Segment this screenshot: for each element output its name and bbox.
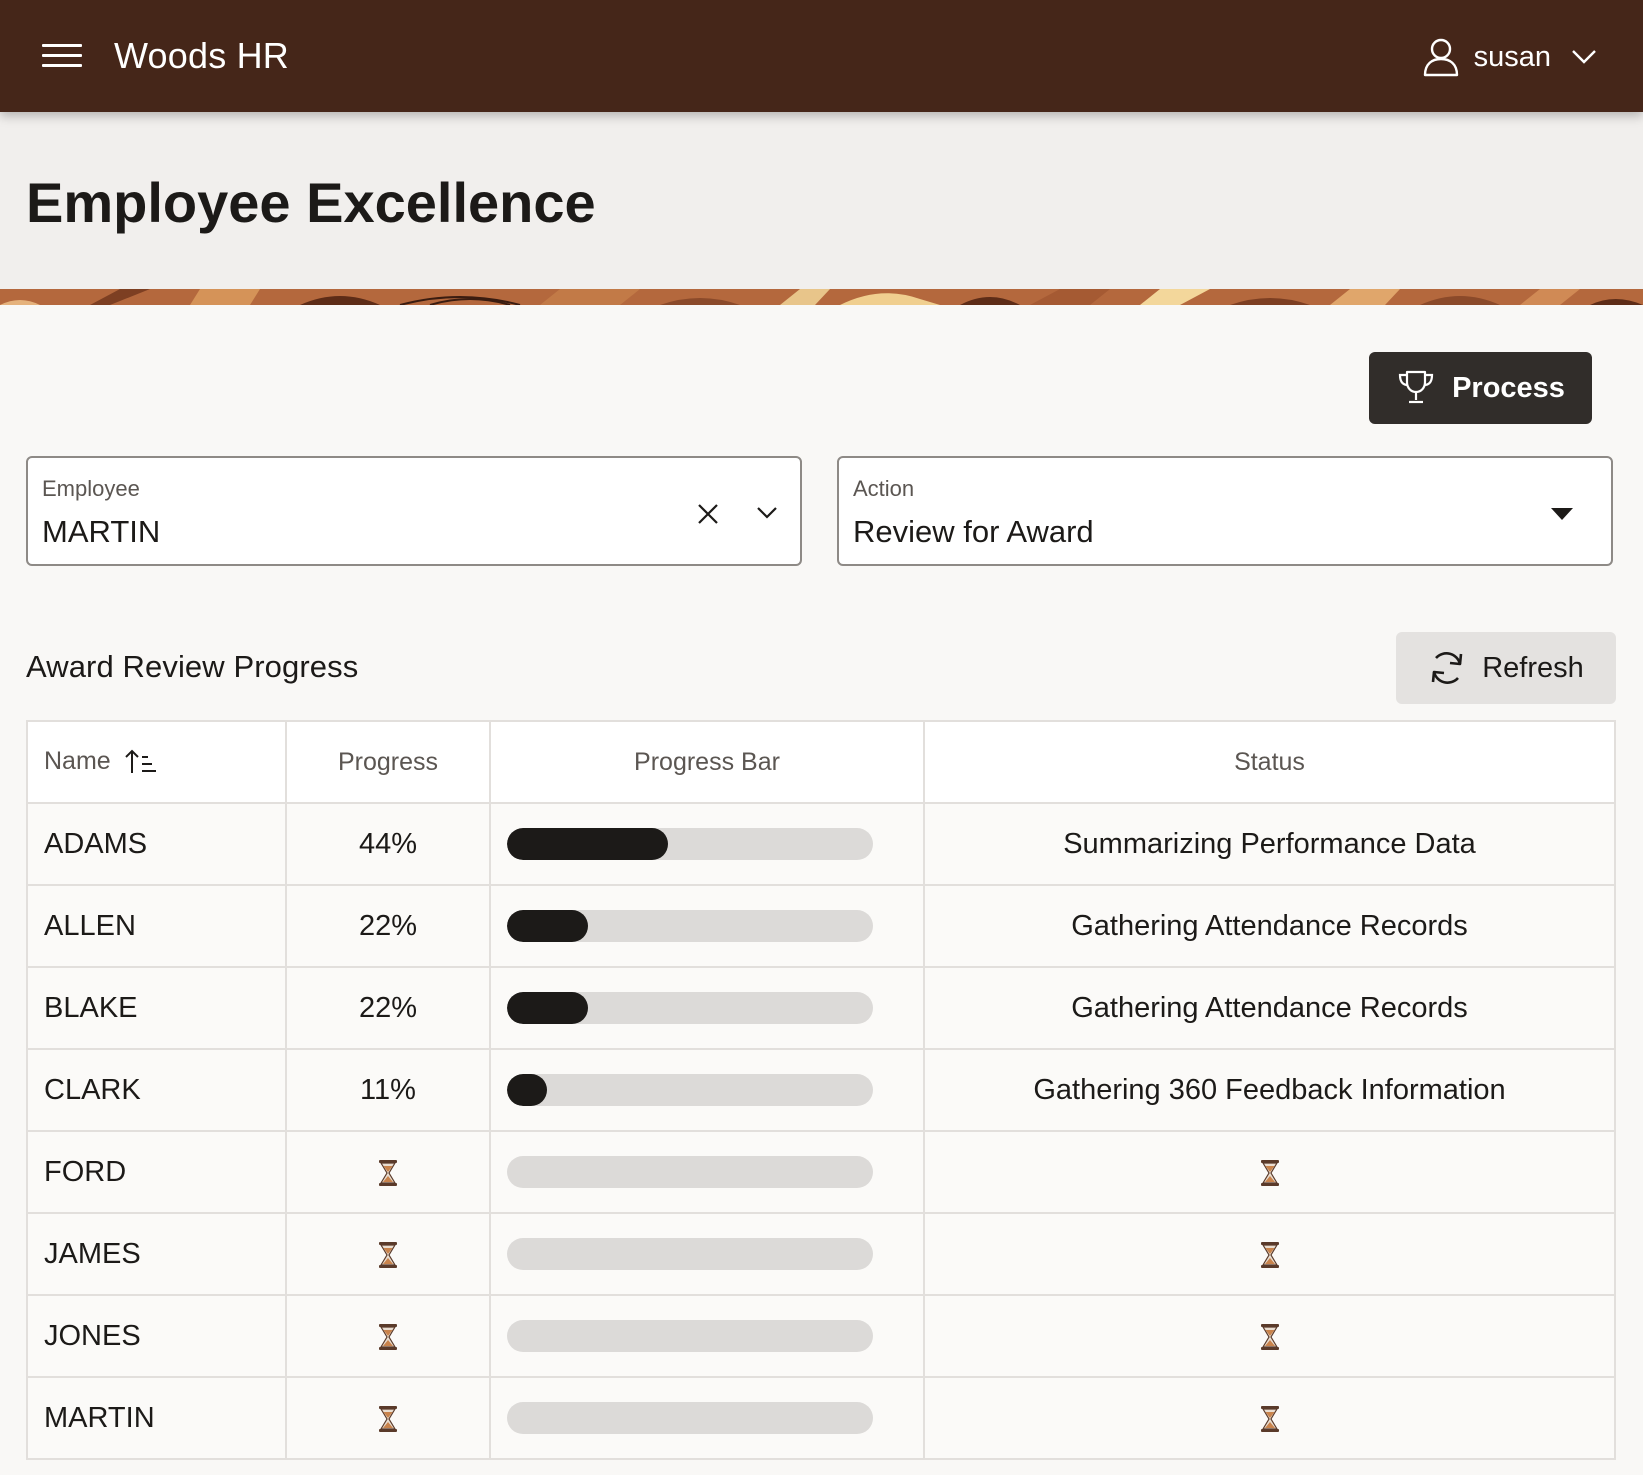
cell-name: ADAMS <box>26 802 287 886</box>
column-header-name[interactable]: Name <box>26 720 287 804</box>
progress-bar-fill <box>507 992 588 1024</box>
cell-progress-bar <box>489 1130 925 1214</box>
app-header: Woods HR susan <box>0 0 1643 112</box>
table-row: JAMES <box>26 1212 1616 1296</box>
cell-progress-bar <box>489 802 925 886</box>
progress-bar-track <box>507 1074 873 1106</box>
cell-progress <box>285 1294 491 1378</box>
chevron-down-icon[interactable] <box>756 506 778 520</box>
user-name: susan <box>1473 41 1551 73</box>
refresh-icon <box>1431 652 1463 684</box>
action-field-value[interactable]: Review for Award <box>853 514 1094 549</box>
cell-progress-bar <box>489 1048 925 1132</box>
cell-status: Gathering Attendance Records <box>923 884 1616 968</box>
hourglass-icon <box>1260 1159 1279 1186</box>
progress-bar-fill <box>507 910 588 942</box>
cell-name: FORD <box>26 1130 287 1214</box>
table-body: ADAMS 44% Summarizing Performance Data ALLE… <box>26 802 1616 1460</box>
cell-status <box>923 1130 1616 1214</box>
hamburger-icon[interactable] <box>42 42 82 70</box>
cell-progress: 22% <box>285 884 491 968</box>
table-header-row: Name Progress Progress Bar Status <box>26 720 1616 804</box>
progress-bar-track <box>507 992 873 1024</box>
cell-progress <box>285 1376 491 1460</box>
progress-bar-track <box>507 1320 873 1352</box>
cell-progress-bar <box>489 1376 925 1460</box>
progress-bar-track <box>507 828 873 860</box>
employee-field-label: Employee <box>42 476 140 501</box>
cell-progress-bar <box>489 966 925 1050</box>
table-row: ADAMS 44% Summarizing Performance Data <box>26 802 1616 886</box>
trophy-icon <box>1398 370 1434 404</box>
decorative-pattern-strip <box>0 289 1643 305</box>
cell-name: MARTIN <box>26 1376 287 1460</box>
table-row: JONES <box>26 1294 1616 1378</box>
process-label: Process <box>1452 371 1565 404</box>
cell-progress-bar <box>489 1212 925 1296</box>
region-title: Award Review Progress <box>26 649 359 684</box>
employee-field-value[interactable]: MARTIN <box>42 514 161 549</box>
hourglass-icon <box>1260 1323 1279 1350</box>
hourglass-icon <box>1260 1405 1279 1432</box>
progress-bar-track <box>507 1156 873 1188</box>
table-row: MARTIN <box>26 1376 1616 1460</box>
cell-status <box>923 1376 1616 1460</box>
cell-progress-bar <box>489 884 925 968</box>
cell-status: Gathering Attendance Records <box>923 966 1616 1050</box>
progress-bar-track <box>507 910 873 942</box>
cell-name: BLAKE <box>26 966 287 1050</box>
hourglass-icon <box>379 1159 397 1186</box>
action-field-label: Action <box>853 476 915 501</box>
action-select[interactable]: Action Review for Award <box>837 456 1613 566</box>
hourglass-icon <box>379 1241 397 1268</box>
progress-bar-fill <box>507 828 669 860</box>
cell-progress <box>285 1130 491 1214</box>
table-row: FORD <box>26 1130 1616 1214</box>
column-header-status[interactable]: Status <box>923 720 1616 804</box>
cell-status: Gathering 360 Feedback Information <box>923 1048 1616 1132</box>
cell-progress: 44% <box>285 802 491 886</box>
column-header-name-label: Name <box>44 746 111 775</box>
cell-name: JAMES <box>26 1212 287 1296</box>
refresh-label: Refresh <box>1482 651 1584 684</box>
process-button[interactable]: Process <box>1369 352 1592 424</box>
employee-field[interactable]: Employee MARTIN <box>26 456 802 566</box>
table-row: ALLEN 22% Gathering Attendance Records <box>26 884 1616 968</box>
progress-bar-fill <box>507 1074 548 1106</box>
column-header-progress-bar[interactable]: Progress Bar <box>489 720 925 804</box>
user-icon <box>1423 38 1458 77</box>
app-title[interactable]: Woods HR <box>114 35 289 76</box>
hourglass-icon <box>379 1405 397 1432</box>
table-row: BLAKE 22% Gathering Attendance Records <box>26 966 1616 1050</box>
cell-status: Summarizing Performance Data <box>923 802 1616 886</box>
cell-progress: 11% <box>285 1048 491 1132</box>
hourglass-icon <box>379 1323 397 1350</box>
page-title: Employee Excellence <box>26 171 596 234</box>
cell-progress-bar <box>489 1294 925 1378</box>
award-review-table: Name Progress Progress Bar Status ADAMS 4… <box>26 720 1616 1460</box>
caret-down-icon[interactable] <box>1551 508 1573 520</box>
progress-bar-track <box>507 1402 873 1434</box>
cell-name: ALLEN <box>26 884 287 968</box>
cell-name: CLARK <box>26 1048 287 1132</box>
close-icon[interactable] <box>696 502 720 526</box>
chevron-down-icon <box>1572 50 1596 64</box>
column-header-progress[interactable]: Progress <box>285 720 491 804</box>
sort-ascending-icon[interactable] <box>124 747 158 777</box>
hourglass-icon <box>1260 1241 1279 1268</box>
hero-region <box>0 112 1643 289</box>
cell-progress <box>285 1212 491 1296</box>
cell-name: JONES <box>26 1294 287 1378</box>
user-menu[interactable]: susan <box>1422 34 1597 80</box>
cell-status <box>923 1212 1616 1296</box>
table-row: CLARK 11% Gathering 360 Feedback Informati… <box>26 1048 1616 1132</box>
cell-status <box>923 1294 1616 1378</box>
refresh-button[interactable]: Refresh <box>1396 632 1616 704</box>
progress-bar-track <box>507 1238 873 1270</box>
cell-progress: 22% <box>285 966 491 1050</box>
